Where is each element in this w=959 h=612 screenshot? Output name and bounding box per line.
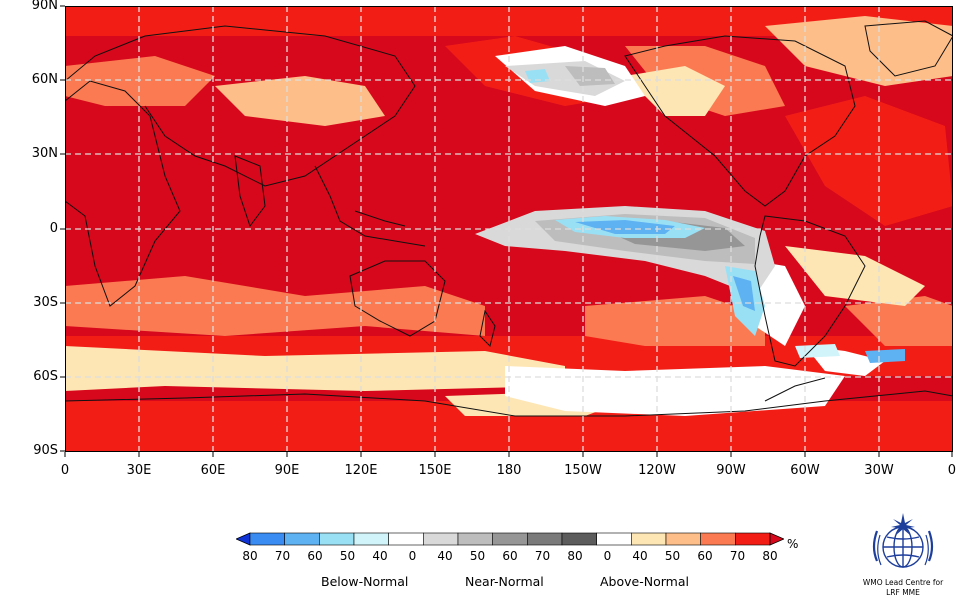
lon-label-150e: 150E [418,463,452,478]
colorbar-tick-label: 0 [408,549,417,563]
lat-label-30s: 30S [33,295,58,310]
lon-label-30e: 30E [126,463,152,478]
colorbar-segment [353,532,389,546]
colorbar-tick-label: 60 [697,549,713,563]
axis-ticks [60,5,953,457]
colorbar-tick-label: 80 [242,549,258,563]
lon-label-60w: 60W [790,463,820,478]
colorbar-segment [700,532,736,546]
colorbar-tick-label: 80 [567,549,583,563]
lon-label-180: 180 [496,463,522,478]
below-normal-regions [525,69,905,363]
logo-text-line2: LRF MME [886,588,920,597]
colorbar-tick-label: 40 [632,549,648,563]
wmo-emblem-icon [872,513,934,568]
colorbar-unit: % [787,537,799,551]
lat-label-30n: 30N [31,146,58,161]
map-canvas [65,6,953,452]
lon-label-60e: 60E [200,463,226,478]
colorbar-tick-label: 50 [469,549,486,563]
map-frame [65,6,953,452]
lat-label-90s: 90S [33,443,58,458]
colorbar-tick-label: 40 [372,549,388,563]
gridlines [65,6,953,452]
colorbar-tick-label: 70 [274,549,291,563]
colorbar-tick-label: 0 [603,549,612,563]
probability-map [65,6,953,452]
colorbar-segment [561,532,597,546]
lon-label-0-end: 0 [947,463,956,478]
colorbar-arrow-right [769,532,784,546]
colorbar-segment [457,532,493,546]
colorbar-segment [284,532,320,546]
category-below-normal: Below-Normal [321,574,409,589]
logo-text-line1: WMO Lead Centre for [862,578,944,587]
coastlines [65,20,953,417]
colorbar-segment [735,532,771,546]
colorbar-segment [596,532,632,546]
lon-label-0: 0 [60,463,70,478]
lon-label-150w: 150W [564,463,602,478]
colorbar-segment [665,532,701,546]
colorbar-segment [631,532,667,546]
lat-label-90n: 90N [31,0,58,13]
colorbar-segment [492,532,528,546]
lon-label-90e: 90E [274,463,300,478]
category-above-normal: Above-Normal [600,574,689,589]
colorbar-segment [249,532,285,546]
colorbar-tick-label: 40 [437,549,453,563]
colorbar-arrow-left [236,532,251,546]
colorbar-tick-label: 70 [534,549,551,563]
lon-label-120w: 120W [638,463,676,478]
colorbar-tick-label: 60 [307,549,323,563]
colorbar [236,532,784,546]
lon-label-30w: 30W [864,463,894,478]
above-60-regions [65,46,953,346]
colorbar-tick-label: 60 [502,549,518,563]
lat-label-60n: 60N [31,72,58,87]
colorbar-segment [527,532,563,546]
lon-label-90w: 90W [716,463,746,478]
lat-label-60s: 60S [33,369,58,384]
colorbar-segment [388,532,424,546]
colorbar-tick-label: 50 [339,549,356,563]
category-near-normal: Near-Normal [465,574,544,589]
colorbar-tick-label: 50 [664,549,681,563]
colorbar-segment [319,532,355,546]
colorbar-tick-label: 80 [762,549,778,563]
colorbar-segment [423,532,459,546]
lat-label-0: 0 [49,221,58,236]
lon-label-120e: 120E [344,463,378,478]
colorbar-tick-label: 70 [729,549,746,563]
